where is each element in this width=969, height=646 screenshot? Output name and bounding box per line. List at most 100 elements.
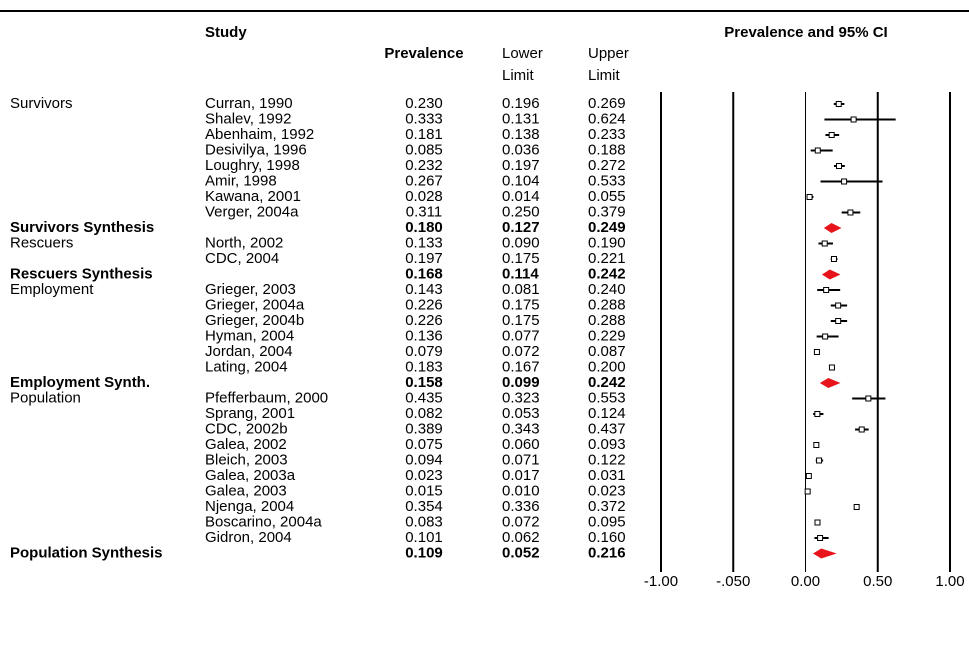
prevalence: 0.232: [405, 157, 443, 174]
study-name: Galea, 2003: [205, 482, 287, 499]
study-name: Shalev, 1992: [205, 110, 291, 127]
prevalence: 0.136: [405, 327, 443, 344]
upper-limit: 0.221: [588, 250, 626, 267]
study-name: Verger, 2004a: [205, 203, 299, 220]
study-name: Grieger, 2004a: [205, 296, 305, 313]
lower-limit: 0.336: [502, 498, 540, 515]
point-estimate: [814, 519, 821, 526]
point-estimate: [817, 535, 824, 541]
lower-limit: 0.017: [502, 467, 540, 484]
lower-limit: 0.060: [502, 436, 540, 453]
upper-limit: 0.553: [588, 389, 626, 406]
lower-limit: 0.114: [502, 265, 539, 282]
point-estimate: [804, 488, 811, 495]
x-tick-label: -.050: [716, 573, 750, 590]
study-name: North, 2002: [205, 234, 283, 251]
lower-limit: 0.127: [502, 219, 540, 236]
lower-limit: 0.167: [502, 358, 540, 375]
point-estimate: [816, 457, 823, 464]
point-estimate: [830, 256, 837, 262]
lower-limit: 0.010: [502, 482, 540, 499]
point-estimate: [814, 147, 821, 154]
point-estimate: [828, 132, 835, 138]
prevalence: 0.015: [405, 482, 443, 499]
prevalence: 0.094: [405, 451, 443, 468]
point-estimate: [806, 194, 813, 200]
point-estimate: [822, 333, 829, 340]
point-estimate: [813, 442, 820, 448]
prevalence: 0.389: [405, 420, 443, 437]
prevalence: 0.311: [406, 203, 442, 220]
upper-limit: 0.288: [588, 312, 626, 329]
upper-limit: 0.055: [588, 188, 626, 205]
prevalence: 0.085: [405, 141, 443, 158]
upper-limit: 0.242: [588, 374, 626, 391]
point-estimate: [835, 302, 842, 309]
prevalence: 0.183: [405, 358, 443, 375]
study-name: Grieger, 2004b: [205, 312, 304, 329]
study-name: Boscarino, 2004a: [205, 513, 322, 530]
upper-limit: 0.242: [588, 265, 626, 282]
study-name: Pfefferbaum, 2000: [205, 389, 328, 406]
lower-limit: 0.072: [502, 513, 540, 530]
prevalence: 0.333: [405, 110, 443, 127]
point-estimate: [847, 209, 854, 216]
upper-limit: 0.031: [588, 467, 626, 484]
group-name: Employment: [10, 281, 94, 298]
synthesis-name: Employment Synth.: [10, 374, 150, 391]
lower-limit: 0.131: [502, 110, 540, 127]
point-estimate: [858, 426, 865, 433]
synthesis-name: Survivors Synthesis: [10, 219, 154, 236]
synthesis-diamond: [819, 378, 841, 388]
lower-limit: 0.196: [502, 95, 540, 112]
lower-limit: 0.071: [502, 451, 540, 468]
study-header: Study: [205, 24, 247, 41]
lower-header: Limit: [502, 67, 535, 84]
study-name: Curran, 1990: [205, 95, 293, 112]
prevalence: 0.226: [405, 296, 443, 313]
point-estimate: [850, 116, 857, 123]
lower-limit: 0.072: [502, 343, 540, 360]
point-estimate: [853, 504, 860, 510]
upper-limit: 0.087: [588, 343, 626, 360]
prevalence: 0.028: [405, 188, 443, 205]
point-estimate: [836, 163, 843, 169]
study-name: Galea, 2002: [205, 436, 287, 453]
prevalence: 0.181: [405, 126, 443, 143]
upper-limit: 0.122: [588, 451, 626, 468]
prevalence: 0.158: [405, 374, 443, 391]
study-name: Loughry, 1998: [205, 157, 300, 174]
lower-limit: 0.052: [502, 544, 540, 561]
upper-limit: 0.533: [588, 172, 626, 189]
prevalence: 0.101: [405, 529, 443, 546]
upper-limit: 0.229: [588, 327, 626, 344]
point-estimate: [823, 287, 830, 293]
prevalence: 0.083: [405, 513, 443, 530]
prevalence: 0.143: [405, 281, 443, 298]
study-name: Galea, 2003a: [205, 467, 296, 484]
prevalence-header: Prevalence: [384, 45, 463, 62]
study-name: Kawana, 2001: [205, 188, 301, 205]
prevalence: 0.082: [405, 405, 443, 422]
study-name: Hyman, 2004: [205, 327, 294, 344]
upper-limit: 0.188: [588, 141, 626, 158]
upper-limit: 0.240: [588, 281, 626, 298]
upper-limit: 0.437: [588, 420, 626, 437]
group-name: Rescuers: [10, 234, 73, 251]
upper-limit: 0.124: [588, 405, 626, 422]
lower-limit: 0.099: [502, 374, 540, 391]
lower-limit: 0.343: [502, 420, 540, 437]
x-tick-label: -1.00: [644, 573, 678, 590]
study-name: CDC, 2004: [205, 250, 279, 267]
prevalence: 0.023: [405, 467, 443, 484]
upper-limit: 0.023: [588, 482, 626, 499]
point-estimate: [841, 178, 848, 185]
prevalence: 0.109: [405, 544, 443, 561]
study-name: Lating, 2004: [205, 358, 288, 375]
upper-limit: 0.624: [588, 110, 626, 127]
prevalence: 0.435: [405, 389, 443, 406]
study-name: Gidron, 2004: [205, 529, 292, 546]
upper-limit: 0.269: [588, 95, 626, 112]
upper-limit: 0.372: [588, 498, 626, 515]
plot-header: Prevalence and 95% CI: [724, 24, 887, 41]
